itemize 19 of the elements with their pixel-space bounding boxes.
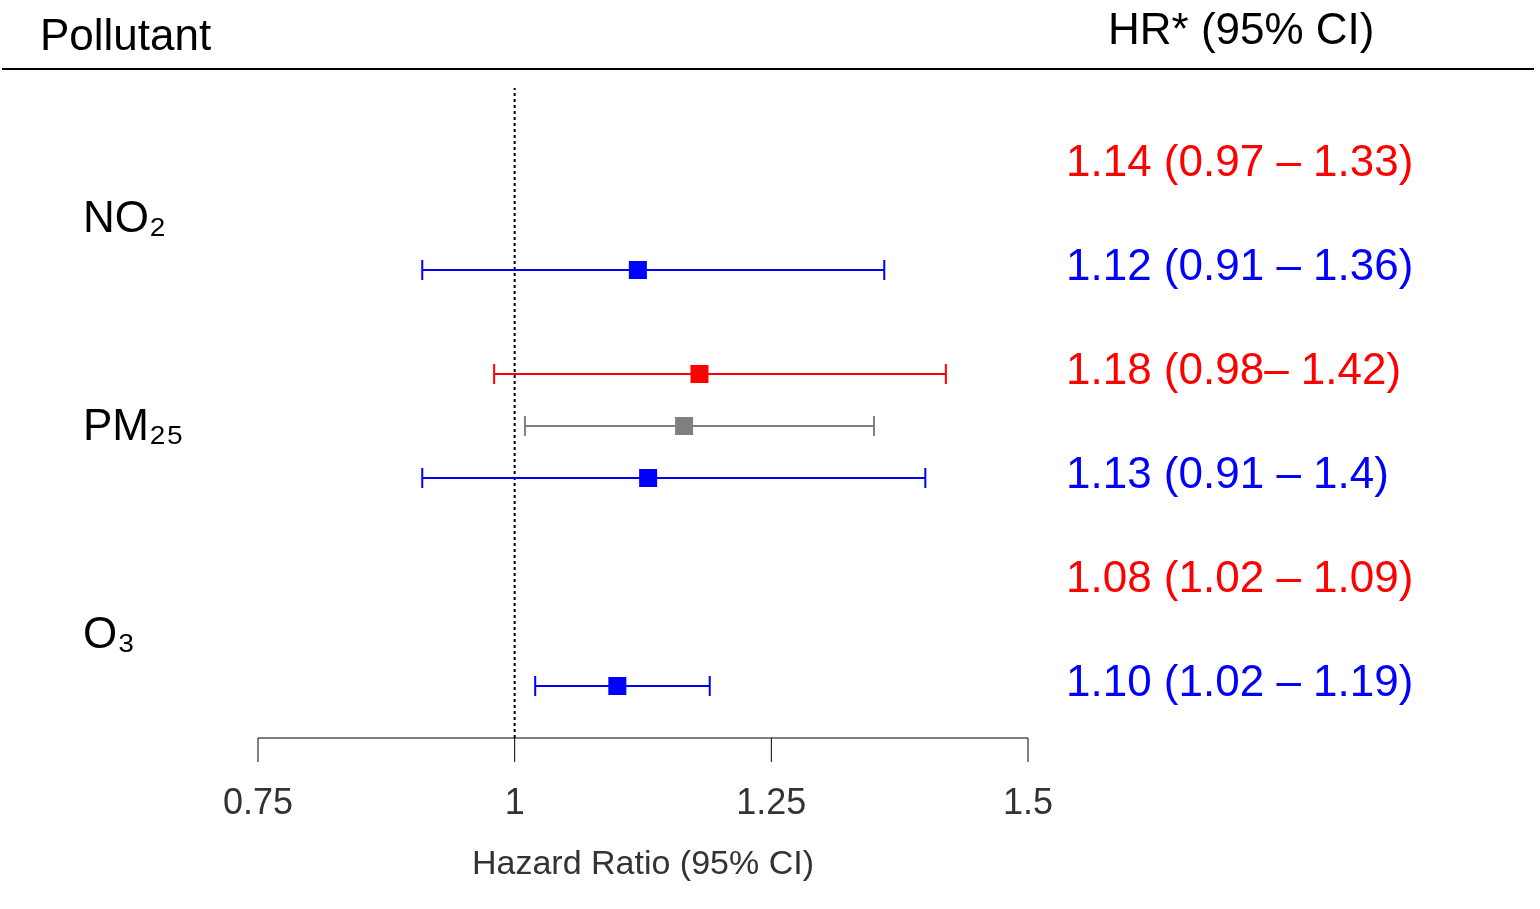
point [608,677,627,695]
x-tick-label: 1.25 [736,780,807,822]
legend-label: 1.13 (0.91 – 1.4) [1066,448,1389,498]
y-tick-label: NO₂ [83,192,167,241]
x-tick-label: 1 [504,780,525,822]
legend-label: 1.08 (1.02 – 1.09) [1066,552,1414,602]
text: Pollutant [40,10,212,60]
legend-label: 1.18 (0.98– 1.42) [1066,344,1402,394]
legend-label: 1.10 (1.02 – 1.19) [1066,656,1414,706]
legend-label: 1.12 (0.91 – 1.36) [1066,240,1414,290]
x-axis-title: Hazard Ratio (95% CI) [471,843,815,881]
legend-label: 1.14 (0.97 – 1.33) [1066,136,1414,186]
x-tick-label: 0.75 [222,780,294,822]
x-tick-label: 1.5 [1002,780,1054,822]
point [639,469,658,487]
text: HR* (95% CI) [1108,4,1375,54]
point [628,261,647,279]
y-tick-label: PM₂₅ [83,400,184,449]
y-tick-label: O₃ [83,608,136,657]
